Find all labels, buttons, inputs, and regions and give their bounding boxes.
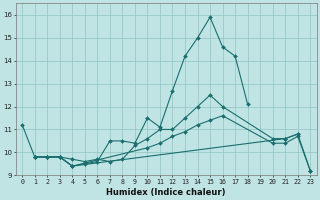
X-axis label: Humidex (Indice chaleur): Humidex (Indice chaleur): [107, 188, 226, 197]
